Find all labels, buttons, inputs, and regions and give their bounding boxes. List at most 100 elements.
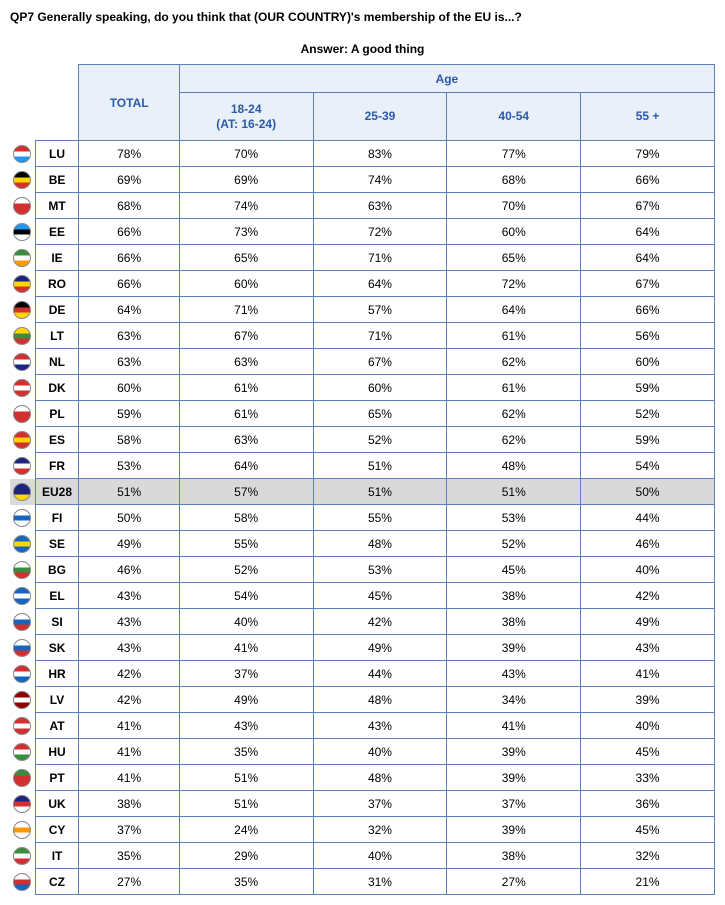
flag-cell <box>10 219 35 245</box>
flag-icon-cy <box>13 821 31 839</box>
age-value-0: 49% <box>179 687 313 713</box>
age-value-3: 45% <box>581 739 715 765</box>
age-value-1: 48% <box>313 531 447 557</box>
total-value: 43% <box>79 583 179 609</box>
flag-icon-de <box>13 301 31 319</box>
age-value-3: 49% <box>581 609 715 635</box>
flag-icon-lu <box>13 145 31 163</box>
country-code: IT <box>35 843 79 869</box>
flag-cell <box>10 635 35 661</box>
flag-icon-mt <box>13 197 31 215</box>
flag-icon-fi <box>13 509 31 527</box>
age-value-2: 65% <box>447 245 581 271</box>
country-code: FI <box>35 505 79 531</box>
total-value: 42% <box>79 661 179 687</box>
age-value-1: 65% <box>313 401 447 427</box>
country-code: DK <box>35 375 79 401</box>
flag-cell <box>10 427 35 453</box>
country-code: LT <box>35 323 79 349</box>
age-value-0: 60% <box>179 271 313 297</box>
table-row: DK60%61%60%61%59% <box>10 375 715 401</box>
table-row: HU41%35%40%39%45% <box>10 739 715 765</box>
age-value-3: 66% <box>581 297 715 323</box>
country-code: HU <box>35 739 79 765</box>
flag-cell <box>10 453 35 479</box>
age-value-2: 53% <box>447 505 581 531</box>
flag-cell <box>10 349 35 375</box>
flag-cell <box>10 297 35 323</box>
answer-label: Answer: A good thing <box>10 42 715 56</box>
table-row: CY37%24%32%39%45% <box>10 817 715 843</box>
country-code: UK <box>35 791 79 817</box>
age-value-1: 63% <box>313 193 447 219</box>
age-value-3: 33% <box>581 765 715 791</box>
age-value-0: 74% <box>179 193 313 219</box>
total-value: 27% <box>79 869 179 895</box>
age-value-3: 42% <box>581 583 715 609</box>
total-value: 46% <box>79 557 179 583</box>
flag-cell <box>10 583 35 609</box>
age-value-2: 34% <box>447 687 581 713</box>
country-code: PT <box>35 765 79 791</box>
age-value-1: 48% <box>313 765 447 791</box>
table-row: UK38%51%37%37%36% <box>10 791 715 817</box>
age-value-2: 38% <box>447 843 581 869</box>
flag-icon-be <box>13 171 31 189</box>
flag-cell <box>10 479 35 505</box>
table-row: EU2851%57%51%51%50% <box>10 479 715 505</box>
flag-cell <box>10 323 35 349</box>
flag-cell <box>10 245 35 271</box>
flag-cell <box>10 713 35 739</box>
age-value-0: 41% <box>179 635 313 661</box>
age-value-2: 77% <box>447 141 581 167</box>
age-value-0: 54% <box>179 583 313 609</box>
total-value: 59% <box>79 401 179 427</box>
flag-icon-si <box>13 613 31 631</box>
age-value-1: 67% <box>313 349 447 375</box>
table-row: SI43%40%42%38%49% <box>10 609 715 635</box>
table-row: SE49%55%48%52%46% <box>10 531 715 557</box>
age-value-2: 61% <box>447 323 581 349</box>
age-value-0: 35% <box>179 739 313 765</box>
age-value-2: 38% <box>447 609 581 635</box>
table-row: EE66%73%72%60%64% <box>10 219 715 245</box>
country-code: NL <box>35 349 79 375</box>
age-value-3: 64% <box>581 219 715 245</box>
age-value-1: 40% <box>313 739 447 765</box>
age-value-3: 43% <box>581 635 715 661</box>
table-row: FR53%64%51%48%54% <box>10 453 715 479</box>
country-code: IE <box>35 245 79 271</box>
table-body: LU78%70%83%77%79%BE69%69%74%68%66%MT68%7… <box>10 141 715 895</box>
header-blank-code <box>35 65 79 141</box>
age-value-2: 70% <box>447 193 581 219</box>
age-value-1: 45% <box>313 583 447 609</box>
age-value-1: 44% <box>313 661 447 687</box>
flag-icon-se <box>13 535 31 553</box>
flag-icon-pl <box>13 405 31 423</box>
country-code: PL <box>35 401 79 427</box>
age-value-0: 67% <box>179 323 313 349</box>
country-code: EL <box>35 583 79 609</box>
age-value-2: 38% <box>447 583 581 609</box>
age-value-2: 60% <box>447 219 581 245</box>
country-code: ES <box>35 427 79 453</box>
age-value-1: 60% <box>313 375 447 401</box>
age-value-0: 55% <box>179 531 313 557</box>
question-text: QP7 Generally speaking, do you think tha… <box>10 10 715 24</box>
age-value-3: 64% <box>581 245 715 271</box>
flag-cell <box>10 401 35 427</box>
flag-icon-es <box>13 431 31 449</box>
age-value-1: 51% <box>313 479 447 505</box>
table-row: CZ27%35%31%27%21% <box>10 869 715 895</box>
country-code: SK <box>35 635 79 661</box>
total-value: 78% <box>79 141 179 167</box>
age-value-0: 61% <box>179 401 313 427</box>
age-value-3: 36% <box>581 791 715 817</box>
table-row: IT35%29%40%38%32% <box>10 843 715 869</box>
age-value-0: 35% <box>179 869 313 895</box>
total-value: 66% <box>79 219 179 245</box>
total-value: 43% <box>79 635 179 661</box>
country-code: DE <box>35 297 79 323</box>
age-value-1: 83% <box>313 141 447 167</box>
table-row: HR42%37%44%43%41% <box>10 661 715 687</box>
